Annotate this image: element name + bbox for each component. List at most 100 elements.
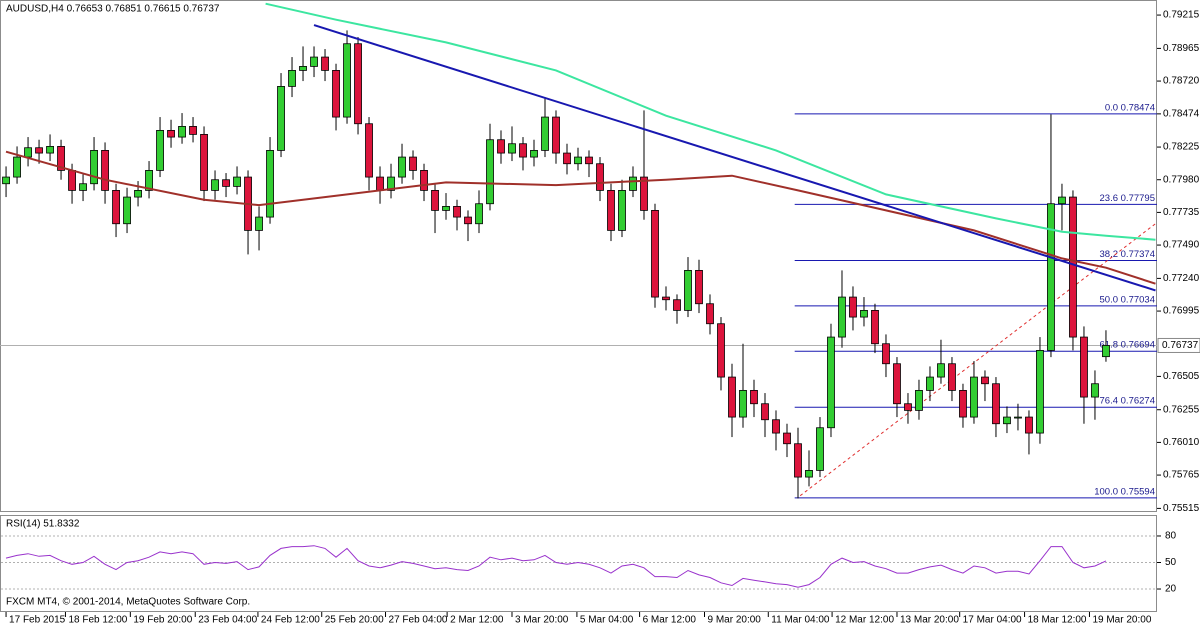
candle-body bbox=[13, 156, 21, 178]
candle-body bbox=[1036, 349, 1044, 434]
candle-body bbox=[915, 389, 923, 411]
current-price-label: 0.76737 bbox=[1162, 340, 1199, 351]
x-tick-label: 17 Mar 04:00 bbox=[963, 615, 1022, 626]
candle-body bbox=[552, 116, 560, 154]
y-tick-label: 0.78474 bbox=[1163, 109, 1200, 120]
candle-body bbox=[442, 205, 450, 211]
rsi-tick-label: 80 bbox=[1165, 531, 1177, 542]
y-tick-label: 0.78225 bbox=[1163, 142, 1200, 153]
x-tick-label: 18 Mar 12:00 bbox=[1028, 615, 1087, 626]
candle-body bbox=[563, 152, 571, 165]
candle-body bbox=[783, 432, 791, 445]
candle-body bbox=[849, 296, 857, 318]
candle-body bbox=[211, 179, 219, 191]
candle-body bbox=[772, 419, 780, 434]
candle-body bbox=[420, 169, 428, 191]
candle-body bbox=[233, 176, 241, 187]
x-tick-label: 13 Mar 20:00 bbox=[900, 615, 959, 626]
candle-body bbox=[1091, 383, 1099, 398]
fib-label: 50.0 0.77034 bbox=[1100, 294, 1155, 305]
candle-body bbox=[332, 70, 340, 118]
candle-body bbox=[629, 176, 637, 191]
candle-body bbox=[1047, 203, 1055, 351]
trend-line bbox=[313, 24, 1156, 292]
candle-body bbox=[541, 116, 549, 151]
candle-body bbox=[266, 149, 274, 218]
candle-body bbox=[761, 403, 769, 421]
candle-body bbox=[695, 269, 703, 305]
x-tick-label: 9 Mar 20:00 bbox=[707, 615, 761, 626]
candle-body bbox=[981, 376, 989, 385]
fib-label: 0.0 0.78474 bbox=[1105, 102, 1155, 113]
candle-body bbox=[684, 269, 692, 311]
candle-body bbox=[871, 309, 879, 345]
candle-body bbox=[904, 403, 912, 411]
rsi-panel bbox=[0, 515, 1157, 612]
candle-body bbox=[596, 163, 604, 191]
candle-body bbox=[882, 343, 890, 365]
fib-trend-line bbox=[799, 223, 1156, 497]
y-tick-label: 0.76505 bbox=[1163, 371, 1200, 382]
candle-body bbox=[607, 189, 615, 231]
price-panel bbox=[0, 0, 1157, 512]
fib-label: 38.2 0.77374 bbox=[1100, 249, 1155, 260]
candle-body bbox=[123, 196, 131, 225]
candle-body bbox=[640, 176, 648, 211]
x-tick-label: 3 Mar 20:00 bbox=[515, 615, 569, 626]
candle-body bbox=[222, 179, 230, 187]
candle-body bbox=[431, 189, 439, 211]
x-tick-label: 11 Mar 04:00 bbox=[771, 615, 830, 626]
candle-body bbox=[310, 56, 318, 67]
candle-body bbox=[387, 176, 395, 191]
candle-body bbox=[464, 216, 472, 225]
x-tick-label: 27 Feb 04:00 bbox=[389, 615, 448, 626]
candle-body bbox=[651, 209, 659, 298]
x-tick-label: 19 Mar 20:00 bbox=[1092, 615, 1151, 626]
candle-body bbox=[893, 363, 901, 405]
y-tick-label: 0.76010 bbox=[1163, 437, 1200, 448]
y-tick-label: 0.79215 bbox=[1163, 10, 1200, 21]
candle-body bbox=[376, 176, 384, 191]
fib-label: 23.6 0.77795 bbox=[1100, 193, 1155, 204]
candle-body bbox=[838, 296, 846, 338]
fib-label: 61.8 0.76694 bbox=[1100, 340, 1155, 351]
y-tick-label: 0.77490 bbox=[1163, 240, 1200, 251]
candle-body bbox=[167, 129, 175, 138]
candle-body bbox=[948, 363, 956, 391]
candle-body bbox=[409, 156, 417, 171]
y-tick-label: 0.77240 bbox=[1163, 273, 1200, 284]
candle-body bbox=[794, 443, 802, 478]
candle-body bbox=[673, 299, 681, 311]
x-tick-label: 25 Feb 20:00 bbox=[325, 615, 384, 626]
candle-body bbox=[1003, 416, 1011, 425]
chart-title: AUDUSD,H4 0.76653 0.76851 0.76615 0.7673… bbox=[6, 4, 220, 15]
x-tick-label: 2 Mar 12:00 bbox=[450, 615, 504, 626]
candle-body bbox=[1069, 196, 1077, 338]
x-tick-label: 23 Feb 04:00 bbox=[198, 615, 257, 626]
candle-body bbox=[46, 145, 54, 154]
price-plot: 0.0 0.78474 23.6 0.77795 38.2 0.77374 50.0 … bbox=[0, 2, 1157, 499]
candle-body bbox=[1080, 336, 1088, 398]
candle-body bbox=[145, 169, 153, 191]
y-tick-label: 0.77980 bbox=[1163, 174, 1200, 185]
candle-body bbox=[486, 139, 494, 205]
y-tick-label: 0.77735 bbox=[1163, 207, 1200, 218]
candle-body bbox=[90, 149, 98, 185]
candle-body bbox=[134, 189, 142, 198]
fib-label: 100.0 0.75594 bbox=[1094, 486, 1155, 497]
candle-body bbox=[827, 336, 835, 429]
candle-body bbox=[453, 205, 461, 218]
candle-body bbox=[728, 376, 736, 418]
x-tick-label: 24 Feb 12:00 bbox=[261, 615, 320, 626]
candle-body bbox=[1102, 345, 1110, 358]
x-tick-label: 5 Mar 04:00 bbox=[580, 615, 634, 626]
candle-body bbox=[2, 176, 10, 185]
candle-body bbox=[992, 383, 1000, 425]
y-tick-label: 0.78720 bbox=[1163, 76, 1200, 87]
candle-body bbox=[585, 156, 593, 165]
candle-body bbox=[475, 203, 483, 225]
candle-body bbox=[1058, 196, 1066, 205]
candle-body bbox=[937, 363, 945, 378]
candle-body bbox=[365, 123, 373, 178]
x-tick-label: 17 Feb 2015 bbox=[9, 615, 66, 626]
